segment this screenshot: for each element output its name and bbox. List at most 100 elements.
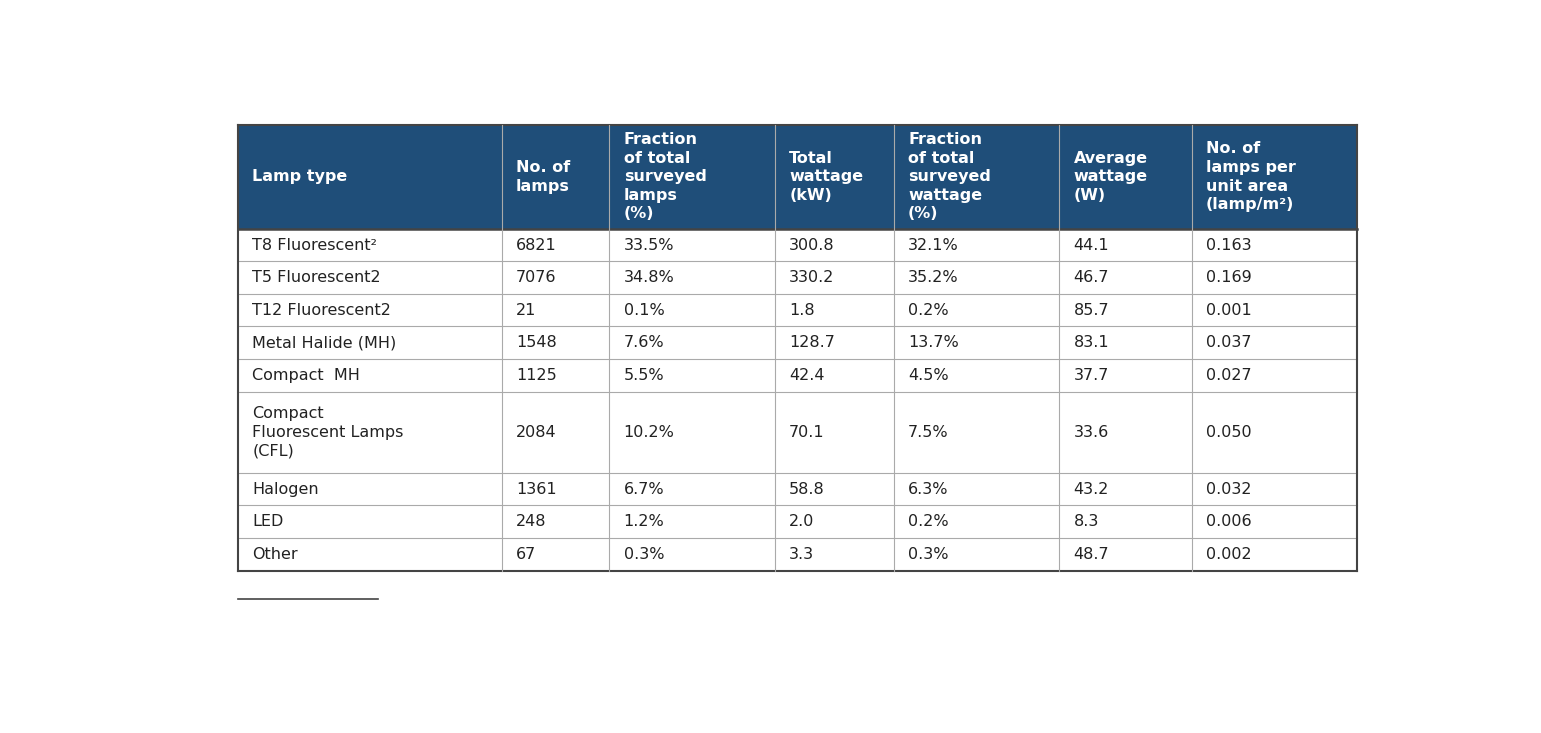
Text: 21: 21 [516, 303, 536, 317]
Bar [501, 359, 609, 391]
Text: Compact  MH: Compact MH [253, 368, 361, 383]
Text: Total
wattage
(kW): Total wattage (kW) [789, 150, 863, 203]
Bar [775, 359, 894, 391]
Text: 34.8%: 34.8% [624, 270, 675, 285]
Text: 58.8: 58.8 [789, 482, 824, 497]
Bar [501, 326, 609, 359]
Bar [501, 473, 609, 506]
Bar [1059, 359, 1191, 391]
Text: 2.0: 2.0 [789, 515, 815, 529]
Bar [894, 391, 1059, 473]
Text: Fraction
of total
surveyed
wattage
(%): Fraction of total surveyed wattage (%) [908, 132, 991, 221]
Text: 85.7: 85.7 [1074, 303, 1110, 317]
Text: 32.1%: 32.1% [908, 237, 959, 253]
Text: 33.5%: 33.5% [624, 237, 675, 253]
Bar [609, 473, 775, 506]
Text: Fraction
of total
surveyed
lamps
(%): Fraction of total surveyed lamps (%) [624, 132, 707, 221]
Text: 7.5%: 7.5% [908, 424, 949, 440]
Text: 0.027: 0.027 [1207, 368, 1251, 383]
Bar [1191, 262, 1358, 294]
Text: 1.2%: 1.2% [624, 515, 664, 529]
Bar [501, 294, 609, 326]
Bar [1059, 125, 1191, 229]
Text: 7076: 7076 [516, 270, 556, 285]
Bar [894, 262, 1059, 294]
Text: 0.001: 0.001 [1207, 303, 1251, 317]
Text: 33.6: 33.6 [1074, 424, 1110, 440]
Bar [237, 359, 501, 391]
Bar [775, 326, 894, 359]
Text: 6.3%: 6.3% [908, 482, 949, 497]
Text: LED: LED [253, 515, 284, 529]
Bar [894, 359, 1059, 391]
Text: T8 Fluorescent²: T8 Fluorescent² [253, 237, 378, 253]
Text: 6.7%: 6.7% [624, 482, 664, 497]
Text: 48.7: 48.7 [1074, 547, 1110, 561]
Bar [1059, 326, 1191, 359]
Bar [1059, 229, 1191, 262]
Bar [1191, 294, 1358, 326]
Text: 0.3%: 0.3% [908, 547, 949, 561]
Text: 6821: 6821 [516, 237, 556, 253]
Bar [1191, 359, 1358, 391]
Text: 0.006: 0.006 [1207, 515, 1251, 529]
Text: 1.8: 1.8 [789, 303, 815, 317]
Bar [1059, 262, 1191, 294]
Text: No. of
lamps: No. of lamps [516, 160, 570, 194]
Text: 35.2%: 35.2% [908, 270, 959, 285]
Bar [894, 538, 1059, 570]
Bar [894, 473, 1059, 506]
Text: 0.163: 0.163 [1207, 237, 1251, 253]
Text: 248: 248 [516, 515, 547, 529]
Bar [237, 473, 501, 506]
Bar [894, 326, 1059, 359]
Bar [237, 326, 501, 359]
Bar [775, 294, 894, 326]
Text: T12 Fluorescent2: T12 Fluorescent2 [253, 303, 391, 317]
Bar [775, 229, 894, 262]
Bar [237, 506, 501, 538]
Text: No. of
lamps per
unit area
(lamp/m²): No. of lamps per unit area (lamp/m²) [1207, 141, 1296, 212]
Text: 3.3: 3.3 [789, 547, 814, 561]
Text: 67: 67 [516, 547, 536, 561]
Bar [237, 125, 501, 229]
Bar [501, 262, 609, 294]
Bar [775, 473, 894, 506]
Text: 10.2%: 10.2% [624, 424, 675, 440]
Bar [894, 506, 1059, 538]
Bar [501, 538, 609, 570]
Bar [1191, 326, 1358, 359]
Text: 43.2: 43.2 [1074, 482, 1110, 497]
Text: 8.3: 8.3 [1074, 515, 1099, 529]
Text: 46.7: 46.7 [1074, 270, 1110, 285]
Text: 13.7%: 13.7% [908, 335, 959, 350]
Text: 0.1%: 0.1% [624, 303, 664, 317]
Bar [894, 294, 1059, 326]
Bar [237, 391, 501, 473]
Bar [894, 229, 1059, 262]
Text: 37.7: 37.7 [1074, 368, 1110, 383]
Bar [237, 294, 501, 326]
Bar [775, 125, 894, 229]
Bar [501, 229, 609, 262]
Text: 0.002: 0.002 [1207, 547, 1251, 561]
Text: 128.7: 128.7 [789, 335, 835, 350]
Bar [1191, 229, 1358, 262]
Text: Compact
Fluorescent Lamps
(CFL): Compact Fluorescent Lamps (CFL) [253, 406, 404, 458]
Bar [1191, 125, 1358, 229]
Text: 300.8: 300.8 [789, 237, 835, 253]
Bar [894, 125, 1059, 229]
Text: 7.6%: 7.6% [624, 335, 664, 350]
Bar [1059, 391, 1191, 473]
Text: Metal Halide (MH): Metal Halide (MH) [253, 335, 396, 350]
Text: Halogen: Halogen [253, 482, 319, 497]
Text: 0.3%: 0.3% [624, 547, 664, 561]
Bar [1191, 538, 1358, 570]
Text: 2084: 2084 [516, 424, 556, 440]
Text: 0.169: 0.169 [1207, 270, 1251, 285]
Text: Average
wattage
(W): Average wattage (W) [1074, 150, 1148, 203]
Bar [1059, 473, 1191, 506]
Bar [609, 262, 775, 294]
Bar [609, 506, 775, 538]
Text: Other: Other [253, 547, 297, 561]
